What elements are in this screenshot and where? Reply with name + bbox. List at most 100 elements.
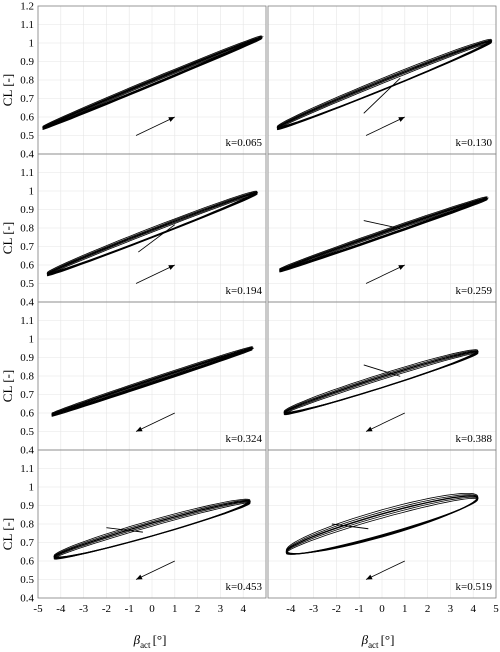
plot-frame [267,449,497,599]
y-tick-label: 0.7 [20,241,34,253]
direction-arrow-head [366,574,373,580]
k-annotation: k=0.065 [226,137,263,149]
y-tick-label: 1.1 [20,463,34,475]
y-axis-label-row4: CL [-] [0,518,15,550]
x-tick-label: 2 [195,603,201,615]
y-tick-label: 0.4 [20,297,34,309]
y-tick-label: 1 [29,482,35,494]
transient-line [363,220,401,229]
y-tick-label: 1 [29,38,35,50]
x-axis-label-symbol: β [361,632,369,647]
x-tick-label: 4 [470,603,476,615]
series-line [42,36,264,129]
y-tick-label: 1 [29,186,35,198]
y-tick-label: 0.9 [20,352,34,364]
direction-arrow-head [168,117,175,122]
x-tick-label: 1 [172,603,178,615]
x-tick-label: -3 [79,603,89,615]
y-tick-label: 0.8 [20,519,34,531]
y-axis-label-row3: CL [-] [0,370,15,402]
y-tick-label: 0.7 [20,93,34,105]
series-line [279,199,489,273]
y-tick-label: 0.8 [20,371,34,383]
y-tick-label: 0.9 [20,56,34,68]
subplot-panel: k=0.065 0.4 0.5 0.6 0.7 0.8 0.9 1 1.1 1.2 [20,1,267,161]
k-annotation: k=0.519 [456,581,493,593]
y-tick-label: 0.7 [20,389,34,401]
transient-line [363,364,401,377]
subplot-panel: k=0.130 [267,5,497,155]
y-axis-label-row2: CL [-] [0,222,15,254]
series-line [283,352,479,416]
direction-arrow-head [398,117,405,122]
y-tick-label: 1.2 [20,1,34,13]
x-axis-label-symbol: β [133,632,141,647]
series-line [53,498,251,558]
x-tick-label: -2 [332,603,341,615]
transient-line [331,523,369,530]
y-tick-label: 0.6 [20,260,34,272]
direction-arrow [135,412,175,432]
series-line [276,41,493,130]
x-tick-label: 5 [493,603,499,615]
y-tick-label: 0.5 [20,426,34,438]
y-tick-label: 1.1 [20,315,34,327]
subplot-panel: k=0.388 [267,301,497,451]
k-annotation: k=0.324 [226,433,263,445]
y-tick-label: 0.8 [20,75,34,87]
x-tick-label: -4 [286,603,296,615]
x-tick-label: 3 [448,603,454,615]
y-tick-label: 0.9 [20,204,34,216]
series-line [283,349,479,413]
x-tick-label: -5 [33,603,43,615]
direction-arrow [135,560,175,580]
x-tick-label: -3 [309,603,319,615]
series-line [276,38,492,128]
y-tick-label: 0.7 [20,537,34,549]
direction-arrow [365,412,405,432]
series-line [51,346,254,414]
series-line [46,190,258,274]
y-tick-label: 0.4 [20,593,34,605]
k-annotation: k=0.194 [226,285,263,297]
x-axis-label-subscript: act [140,640,151,650]
direction-arrow-head [136,426,143,432]
k-annotation: k=0.130 [456,137,493,149]
x-tick-label: -1 [125,603,134,615]
series-line [42,36,263,128]
transient-line [138,224,176,253]
series-line [42,38,263,130]
y-tick-label: 0.6 [20,556,34,568]
y-tick-label: 0.5 [20,574,34,586]
series-line [285,493,479,554]
subplot-panel: k=0.194 0.4 0.5 0.6 0.7 0.8 0.9 1 1.1 [20,153,267,309]
series-line [283,350,479,415]
y-tick-label: 0.5 [20,130,34,142]
transient-line [363,77,401,114]
plot-frame [37,449,267,599]
subplot-panel: k=0.519 -4 -3 -2 -1 0 1 2 3 4 5 [267,449,499,615]
x-axis-label-left: βact [°] [133,632,167,650]
direction-arrow [365,560,405,580]
direction-arrow-head [136,574,143,580]
x-axis-label-unit: [°] [153,632,167,647]
x-tick-label: 2 [425,603,431,615]
x-tick-label: -4 [56,603,66,615]
x-tick-label: 4 [240,603,246,615]
k-annotation: k=0.453 [226,581,263,593]
y-tick-label: 0.4 [20,445,34,457]
direction-arrow [135,264,175,284]
transient-line [106,527,143,533]
direction-arrow [135,116,175,136]
series-line [278,197,490,272]
y-tick-label: 0.6 [20,408,34,420]
y-tick-label: 0.5 [20,278,34,290]
y-tick-label: 0.4 [20,149,34,161]
x-tick-label: 3 [218,603,224,615]
subplot-panel: k=0.259 [267,153,497,303]
series-line [51,347,255,416]
subplot-panel: k=0.453 0.4 0.5 0.6 0.7 0.8 0.9 1 1.1 -5 -4 -3 -2 -1 0… [20,449,267,615]
x-axis-label-right: βact [°] [361,632,395,650]
y-tick-label: 0.6 [20,112,34,124]
